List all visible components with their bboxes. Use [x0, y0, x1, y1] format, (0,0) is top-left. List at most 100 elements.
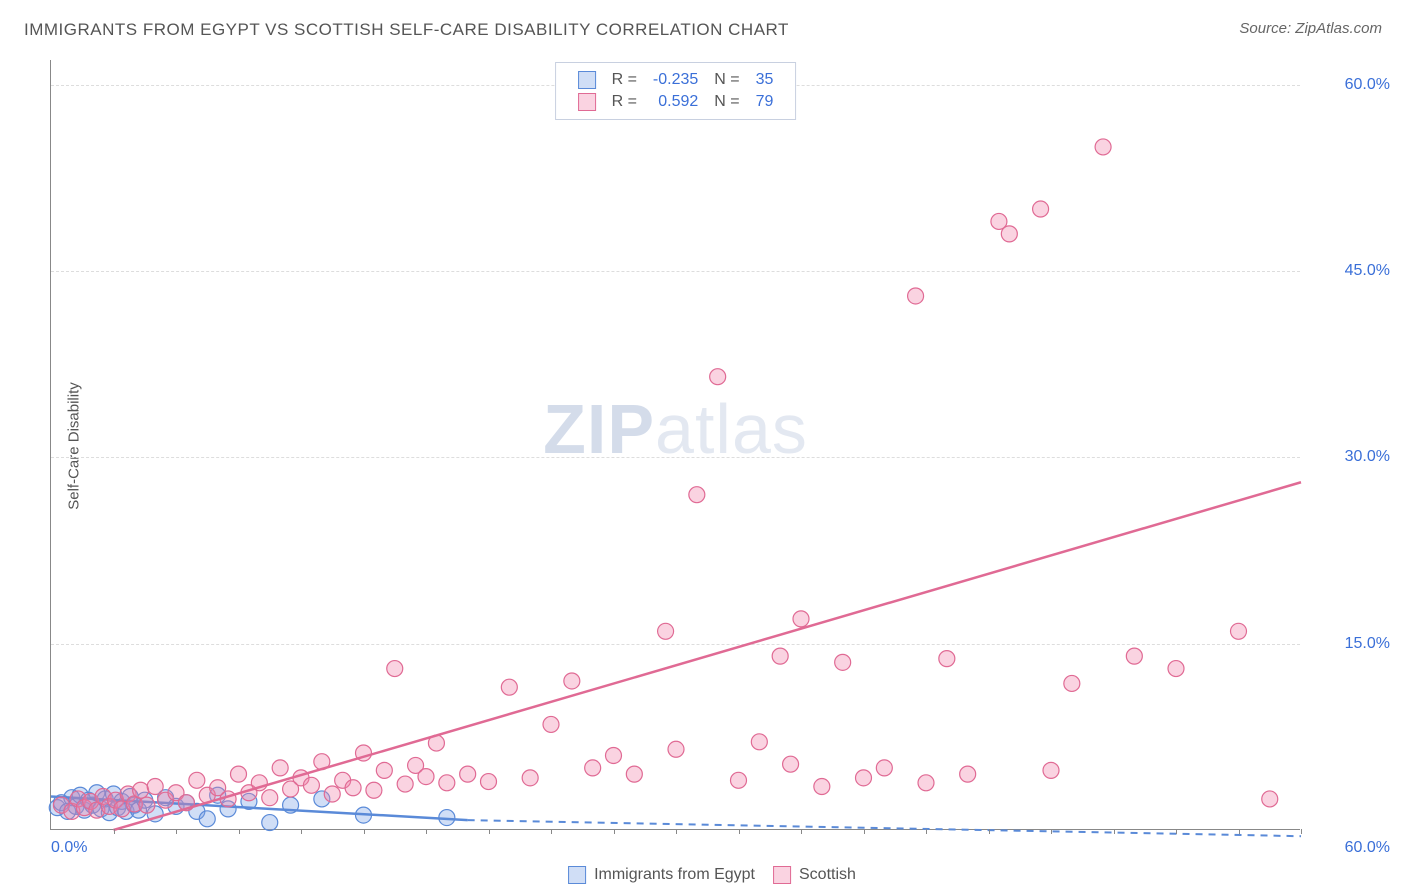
- x-tick-mark: [1239, 829, 1240, 834]
- data-point: [133, 782, 149, 798]
- chart-title: IMMIGRANTS FROM EGYPT VS SCOTTISH SELF-C…: [24, 20, 789, 40]
- data-point: [1168, 661, 1184, 677]
- x-tick-mark: [426, 829, 427, 834]
- x-tick-mark: [239, 829, 240, 834]
- data-point: [751, 734, 767, 750]
- data-point: [939, 651, 955, 667]
- x-tick-mark: [864, 829, 865, 834]
- data-point: [262, 790, 278, 806]
- data-point: [397, 776, 413, 792]
- data-point: [1262, 791, 1278, 807]
- y-tick-label: 60.0%: [1310, 76, 1390, 94]
- x-tick-mark: [551, 829, 552, 834]
- data-point: [522, 770, 538, 786]
- y-tick-label: 15.0%: [1310, 635, 1390, 653]
- x-tick-mark: [1114, 829, 1115, 834]
- data-point: [658, 623, 674, 639]
- data-point: [387, 661, 403, 677]
- data-point: [1064, 675, 1080, 691]
- data-point: [668, 741, 684, 757]
- x-tick-mark: [676, 829, 677, 834]
- data-point: [231, 766, 247, 782]
- x-tick-mark: [989, 829, 990, 834]
- data-point: [564, 673, 580, 689]
- y-tick-label: 45.0%: [1310, 262, 1390, 280]
- x-tick-mark: [489, 829, 490, 834]
- data-point: [481, 774, 497, 790]
- data-point: [585, 760, 601, 776]
- legend-r-value: -0.235: [645, 69, 706, 91]
- data-point: [689, 487, 705, 503]
- legend-r-label: R =: [604, 91, 645, 113]
- data-point: [793, 611, 809, 627]
- source-label: Source:: [1239, 20, 1291, 37]
- legend-n-label: N =: [706, 91, 747, 113]
- legend-series-name: Immigrants from Egypt: [594, 866, 755, 883]
- x-tick-mark: [614, 829, 615, 834]
- legend-series-name: Scottish: [799, 866, 856, 883]
- data-point: [139, 797, 155, 813]
- data-point: [501, 679, 517, 695]
- data-point: [376, 762, 392, 778]
- trend-line: [114, 482, 1302, 830]
- data-point: [783, 756, 799, 772]
- legend-n-value: 79: [748, 91, 782, 113]
- x-tick-mark: [364, 829, 365, 834]
- x-tick-mark: [176, 829, 177, 834]
- source-value: ZipAtlas.com: [1295, 20, 1382, 37]
- data-point: [324, 786, 340, 802]
- series-legend: Immigrants from Egypt Scottish: [550, 866, 856, 884]
- data-point: [1126, 648, 1142, 664]
- legend-swatch: [578, 71, 596, 89]
- data-point: [731, 772, 747, 788]
- data-point: [772, 648, 788, 664]
- plot-area: ZIPatlas R =-0.235N =35R =0.592N =79 0.0…: [50, 60, 1300, 830]
- data-point: [626, 766, 642, 782]
- data-point: [960, 766, 976, 782]
- x-axis-max-label: 60.0%: [1310, 839, 1390, 857]
- data-point: [606, 747, 622, 763]
- x-tick-mark: [1051, 829, 1052, 834]
- x-tick-mark: [926, 829, 927, 834]
- legend-row: R =-0.235N =35: [570, 69, 782, 91]
- legend-swatch: [773, 866, 791, 884]
- data-point: [1095, 139, 1111, 155]
- x-tick-mark: [801, 829, 802, 834]
- legend-n-label: N =: [706, 69, 747, 91]
- data-point: [345, 780, 361, 796]
- data-point: [543, 716, 559, 732]
- data-point: [366, 782, 382, 798]
- scatter-svg: [51, 60, 1300, 829]
- x-tick-mark: [301, 829, 302, 834]
- data-point: [876, 760, 892, 776]
- x-tick-mark: [739, 829, 740, 834]
- data-point: [710, 369, 726, 385]
- y-tick-label: 30.0%: [1310, 448, 1390, 466]
- data-point: [856, 770, 872, 786]
- x-tick-mark: [114, 829, 115, 834]
- legend-r-value: 0.592: [645, 91, 706, 113]
- x-tick-mark: [1301, 829, 1302, 834]
- data-point: [1043, 762, 1059, 778]
- legend-swatch: [578, 93, 596, 111]
- legend-r-label: R =: [604, 69, 645, 91]
- data-point: [439, 775, 455, 791]
- data-point: [835, 654, 851, 670]
- data-point: [147, 779, 163, 795]
- data-point: [1033, 201, 1049, 217]
- legend-swatch: [568, 866, 586, 884]
- data-point: [908, 288, 924, 304]
- data-point: [262, 815, 278, 831]
- data-point: [418, 769, 434, 785]
- source-attribution: Source: ZipAtlas.com: [1239, 20, 1382, 37]
- legend-n-value: 35: [748, 69, 782, 91]
- data-point: [918, 775, 934, 791]
- data-point: [272, 760, 288, 776]
- data-point: [303, 777, 319, 793]
- correlation-legend: R =-0.235N =35R =0.592N =79: [555, 62, 797, 120]
- legend-row: R =0.592N =79: [570, 91, 782, 113]
- data-point: [199, 811, 215, 827]
- data-point: [189, 772, 205, 788]
- x-axis-origin-label: 0.0%: [51, 839, 87, 857]
- data-point: [814, 779, 830, 795]
